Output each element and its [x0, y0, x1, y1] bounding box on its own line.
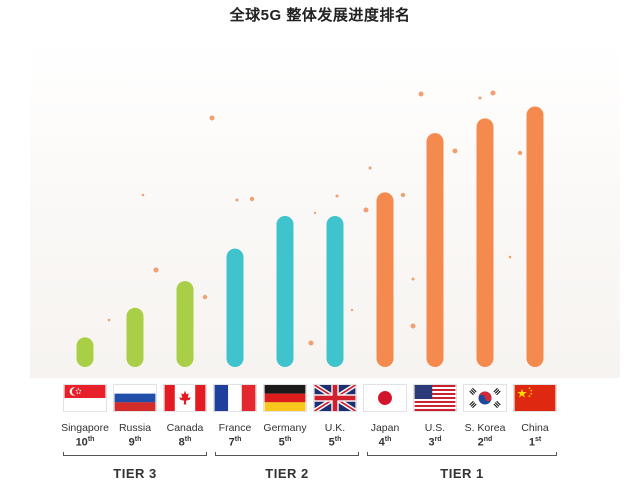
- bar-japan: [376, 192, 394, 367]
- decorative-dot: [517, 150, 523, 156]
- flag-row: [0, 384, 640, 416]
- rank-label: 4th: [345, 436, 425, 449]
- decorative-dot: [363, 207, 369, 213]
- bar-russia: [126, 307, 144, 367]
- decorative-dot: [107, 318, 111, 322]
- rank-number: 3: [428, 436, 435, 449]
- decorative-dot: [368, 166, 372, 170]
- china-flag-icon: [513, 384, 557, 412]
- country-label-uk: U.K.: [324, 422, 346, 434]
- rank-label: 8th: [145, 436, 225, 449]
- rank-suffix: st: [534, 436, 542, 443]
- rank-number: 2: [477, 436, 484, 449]
- rank-suffix: nd: [483, 436, 493, 443]
- rank-suffix: th: [284, 436, 292, 443]
- rank-number: 8: [178, 436, 185, 449]
- bar-germany: [276, 216, 294, 367]
- country-label-russia: Russia: [118, 422, 152, 434]
- country-label-japan: Japan: [370, 422, 400, 434]
- rank-label: 2nd: [445, 436, 525, 449]
- decorative-dot: [350, 308, 354, 312]
- decorative-dot: [410, 323, 416, 329]
- bar-france: [226, 248, 244, 367]
- country-label-germany: Germany: [263, 422, 307, 434]
- rank-label: 10th: [45, 436, 125, 449]
- rank-suffix: th: [384, 436, 392, 443]
- decorative-dot: [235, 198, 239, 202]
- country-label-china: China: [521, 422, 549, 434]
- bar-singapore: [76, 337, 94, 367]
- bar-canada: [176, 281, 194, 367]
- singapore-flag-icon: [63, 384, 107, 412]
- rank-suffix: rd: [434, 436, 442, 443]
- rank-suffix: th: [334, 436, 342, 443]
- south-korea-flag-icon: [463, 384, 507, 412]
- rank-number: 5: [278, 436, 285, 449]
- rank-label: 5th: [245, 436, 325, 449]
- country-label-south-korea: S. Korea: [464, 422, 506, 434]
- country-label-france: France: [218, 422, 252, 434]
- rank-number: 7: [228, 436, 235, 449]
- rank-suffix: th: [87, 436, 95, 443]
- country-label-singapore: Singapore: [61, 422, 109, 434]
- canada-flag-icon: [163, 384, 207, 412]
- decorative-dot: [313, 211, 317, 215]
- tier3-label: TIER 3: [113, 466, 157, 481]
- bar-south-korea: [476, 118, 494, 367]
- rank-number: 5: [328, 436, 335, 449]
- tier3-bracket: [63, 452, 207, 456]
- france-flag-icon: [213, 384, 257, 412]
- rank-number: 10: [75, 436, 88, 449]
- decorative-dot: [490, 90, 496, 96]
- germany-flag-icon: [263, 384, 307, 412]
- russia-flag-icon: [113, 384, 157, 412]
- rank-label: 9th: [95, 436, 175, 449]
- rank-number: 4: [378, 436, 385, 449]
- decorative-dot: [418, 91, 424, 97]
- country-label-canada: Canada: [166, 422, 204, 434]
- decorative-dot: [478, 96, 482, 100]
- tier1-label: TIER 1: [440, 466, 484, 481]
- uk-flag-icon: [313, 384, 357, 412]
- japan-flag-icon: [363, 384, 407, 412]
- decorative-dot: [202, 294, 208, 300]
- rank-suffix: th: [184, 436, 192, 443]
- bar-china: [526, 106, 544, 368]
- decorative-dot: [249, 196, 255, 202]
- us-flag-icon: [413, 384, 457, 412]
- rank-number: 1: [528, 436, 535, 449]
- rank-suffix: th: [234, 436, 242, 443]
- decorative-dot: [411, 277, 415, 281]
- rank-label: 1st: [495, 436, 575, 449]
- bar-uk: [326, 216, 344, 367]
- decorative-dot: [335, 194, 339, 198]
- tier2-bracket: [215, 452, 359, 456]
- rank-label: 7th: [195, 436, 275, 449]
- decorative-dot: [452, 148, 458, 154]
- tier1-bracket: [367, 452, 557, 456]
- decorative-dot: [308, 340, 314, 346]
- bar-us: [426, 133, 444, 367]
- rank-suffix: th: [134, 436, 142, 443]
- rank-number: 9: [128, 436, 135, 449]
- decorative-dot: [209, 115, 215, 121]
- rank-label: 3rd: [395, 436, 475, 449]
- decorative-dot: [400, 192, 406, 198]
- decorative-dot: [508, 255, 512, 259]
- country-label-us: U.S.: [424, 422, 446, 434]
- chart-title: 全球5G 整体发展进度排名: [229, 7, 411, 24]
- decorative-dot: [153, 267, 159, 273]
- decorative-dot: [141, 193, 145, 197]
- rank-label: 5th: [295, 436, 375, 449]
- tier2-label: TIER 2: [265, 466, 309, 481]
